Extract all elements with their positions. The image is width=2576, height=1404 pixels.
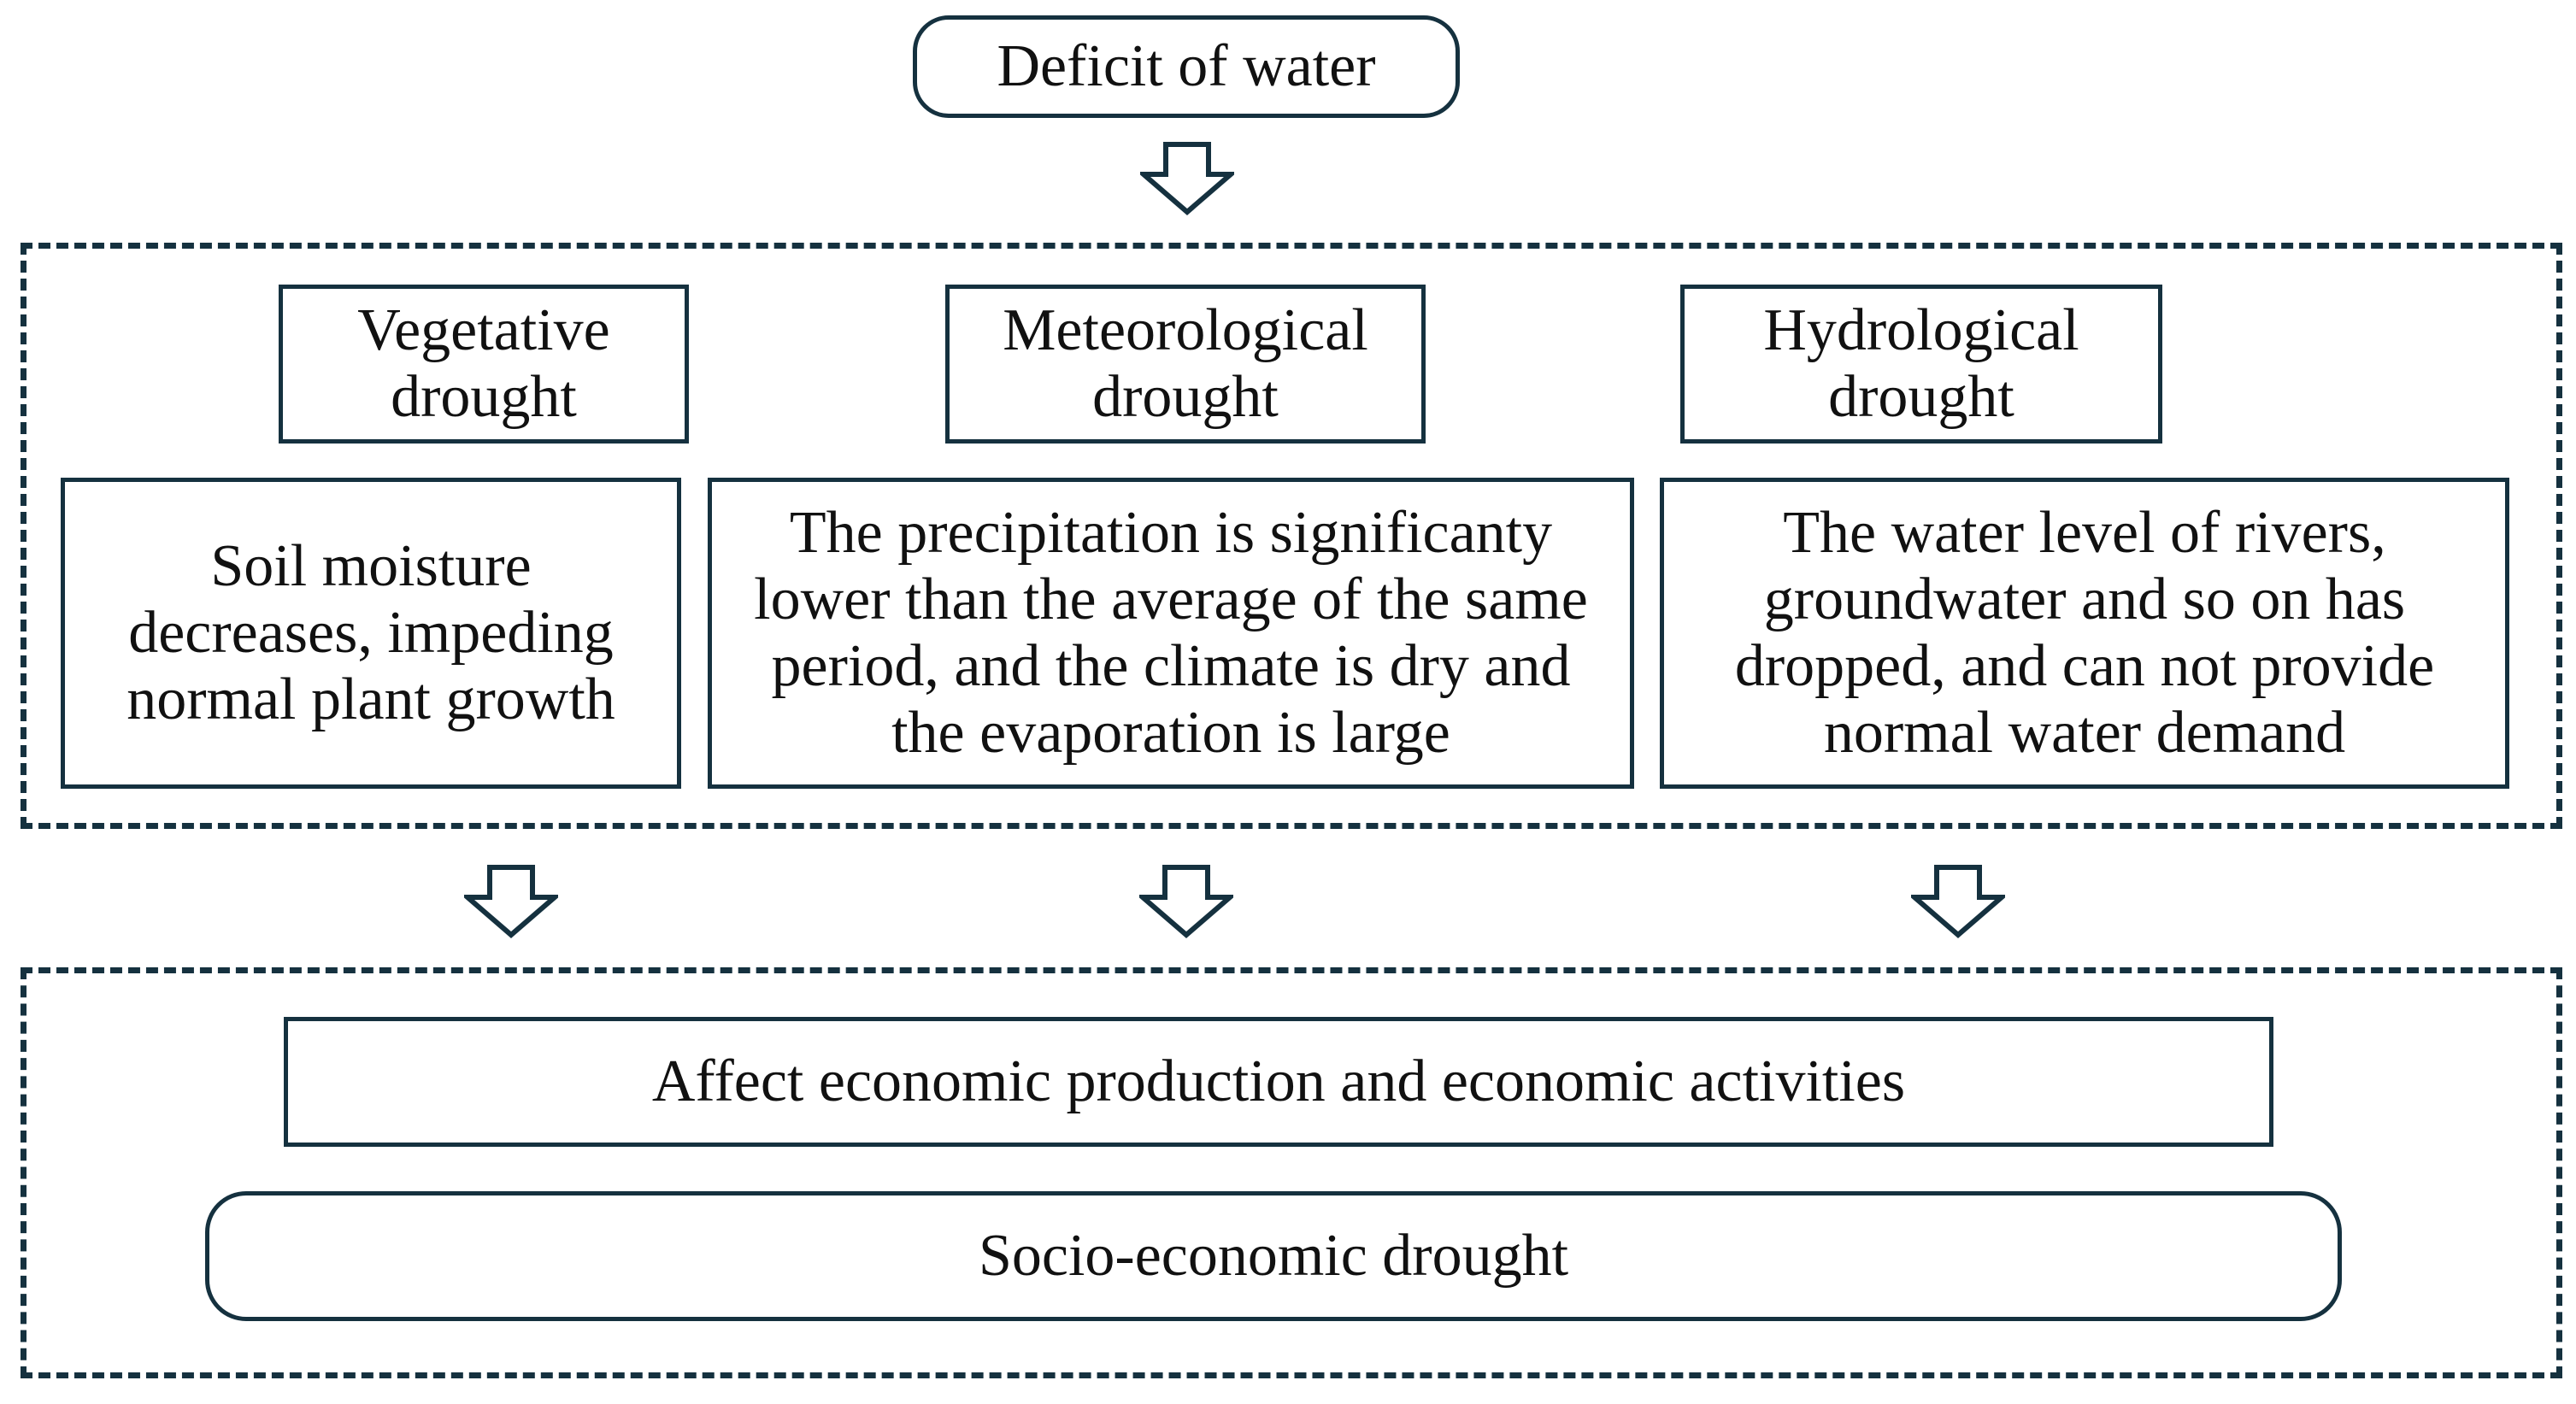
impact-group [21, 967, 2562, 1378]
down-arrow-icon [464, 865, 558, 938]
meteorological-drought-title: Meteorological drought [945, 285, 1426, 444]
hydrological-drought-title-label: Hydrological drought [1763, 297, 2079, 430]
hydrological-drought-description-text: The water level of rivers, groundwater a… [1734, 500, 2435, 766]
hydrological-drought-description: The water level of rivers, groundwater a… [1660, 478, 2509, 789]
vegetative-drought-title-label: Vegetative drought [357, 297, 610, 430]
meteorological-drought-description-text: The precipitation is significanty lower … [754, 500, 1588, 766]
impact-label: Affect economic production and economic … [651, 1049, 1906, 1114]
socio-economic-drought-node: Socio-economic drought [205, 1191, 2342, 1321]
vegetative-drought-description: Soil moisture decreases, impeding normal… [61, 478, 681, 789]
socio-economic-drought-label: Socio-economic drought [978, 1223, 1569, 1289]
down-arrow-icon [1140, 142, 1234, 215]
meteorological-drought-description: The precipitation is significanty lower … [708, 478, 1634, 789]
meteorological-drought-title-label: Meteorological drought [1003, 297, 1368, 430]
drought-types-group [21, 243, 2562, 829]
impact-box: Affect economic production and economic … [284, 1017, 2273, 1147]
hydrological-drought-title: Hydrological drought [1680, 285, 2162, 444]
vegetative-drought-title: Vegetative drought [279, 285, 689, 444]
vegetative-drought-description-text: Soil moisture decreases, impeding normal… [126, 533, 615, 732]
deficit-of-water-label: Deficit of water [997, 33, 1376, 99]
deficit-of-water-node: Deficit of water [913, 15, 1460, 118]
down-arrow-icon [1911, 865, 2005, 938]
down-arrow-icon [1139, 865, 1233, 938]
